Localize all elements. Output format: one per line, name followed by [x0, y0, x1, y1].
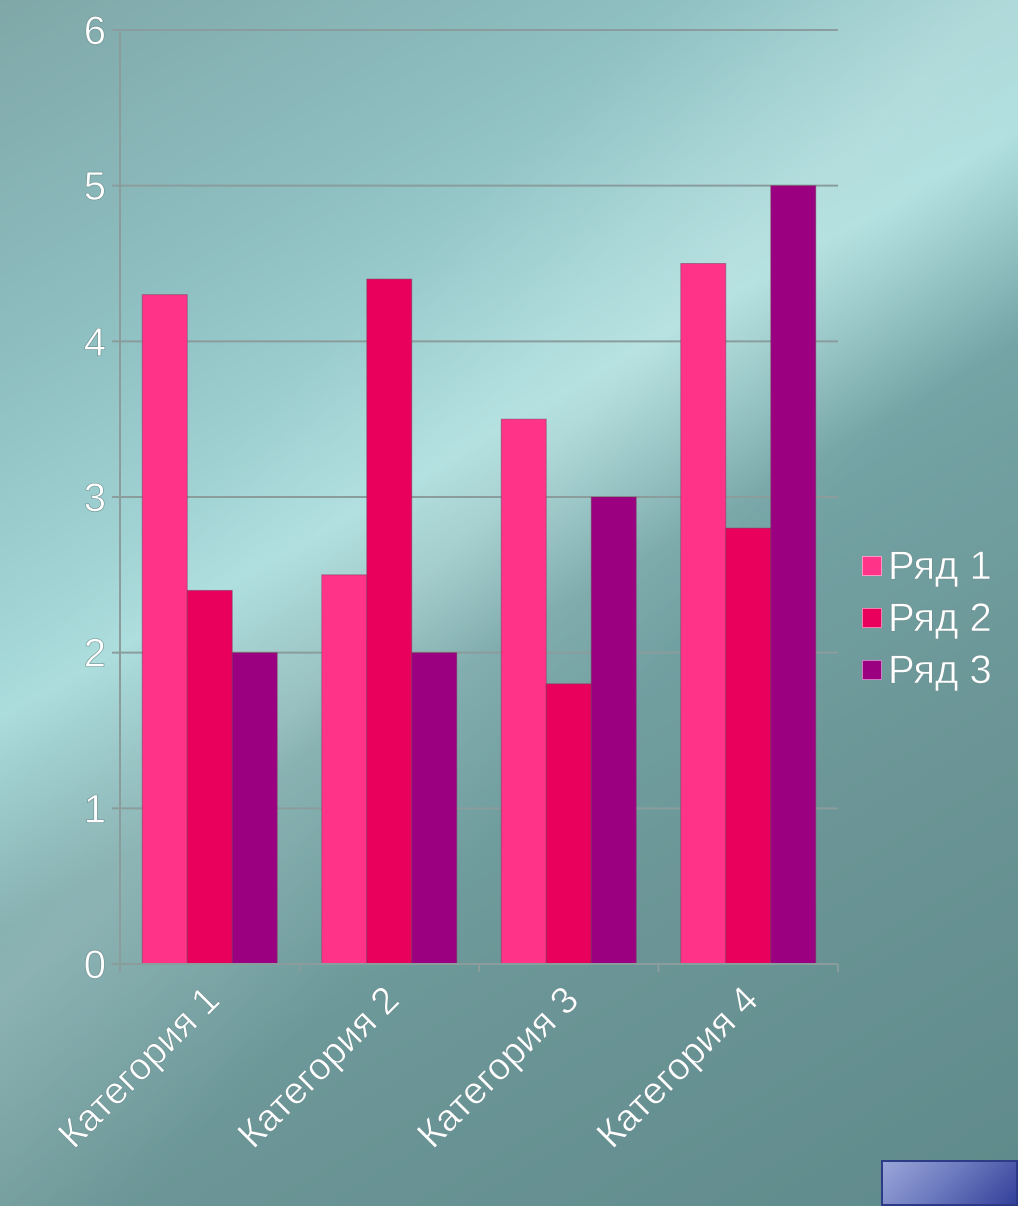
axes [112, 29, 839, 972]
legend-item: Ряд 3 [862, 644, 992, 696]
bar-1-1 [141, 294, 188, 965]
y-tick-label: 4 [84, 320, 106, 364]
y-tick-label: 1 [84, 787, 106, 831]
next-slide-button[interactable] [881, 1160, 1018, 1206]
x-tick-label: Категория 4 [589, 979, 767, 1157]
bar-2-4 [725, 527, 772, 965]
legend-swatch-series-3 [862, 660, 882, 680]
bar-3-3 [590, 496, 637, 965]
legend-item: Ряд 2 [862, 592, 992, 644]
y-tick-label: 3 [84, 476, 106, 520]
bar-2-3 [545, 683, 592, 965]
legend: Ряд 1 Ряд 2 Ряд 3 [862, 540, 992, 696]
x-tick-labels: Категория 1 Категория 2 Категория 3 Категор… [50, 978, 767, 1157]
y-tick-label: 2 [84, 632, 106, 676]
y-tick-labels: 0 1 2 3 4 5 6 [83, 9, 106, 988]
bars [141, 185, 817, 965]
bar-1-4 [680, 263, 727, 965]
x-tick-label: Категория 1 [50, 979, 228, 1157]
x-tick-label: Категория 3 [409, 979, 587, 1157]
y-tick-label: 6 [84, 9, 106, 53]
legend-label: Ряд 1 [888, 544, 992, 589]
legend-label: Ряд 3 [888, 648, 992, 693]
bar-3-4 [770, 185, 817, 965]
legend-item: Ряд 1 [862, 540, 992, 592]
bar-2-1 [186, 589, 233, 965]
y-tick-label: 5 [84, 165, 106, 209]
bar-3-1 [231, 652, 278, 965]
legend-label: Ряд 2 [888, 596, 992, 641]
bar-2-2 [366, 278, 413, 965]
bar-1-2 [321, 574, 368, 965]
bar-3-2 [411, 652, 458, 965]
legend-swatch-series-2 [862, 608, 882, 628]
legend-swatch-series-1 [862, 556, 882, 576]
y-tick-label: 0 [84, 943, 106, 987]
bar-1-3 [500, 418, 547, 965]
x-tick-label: Категория 2 [230, 979, 408, 1157]
